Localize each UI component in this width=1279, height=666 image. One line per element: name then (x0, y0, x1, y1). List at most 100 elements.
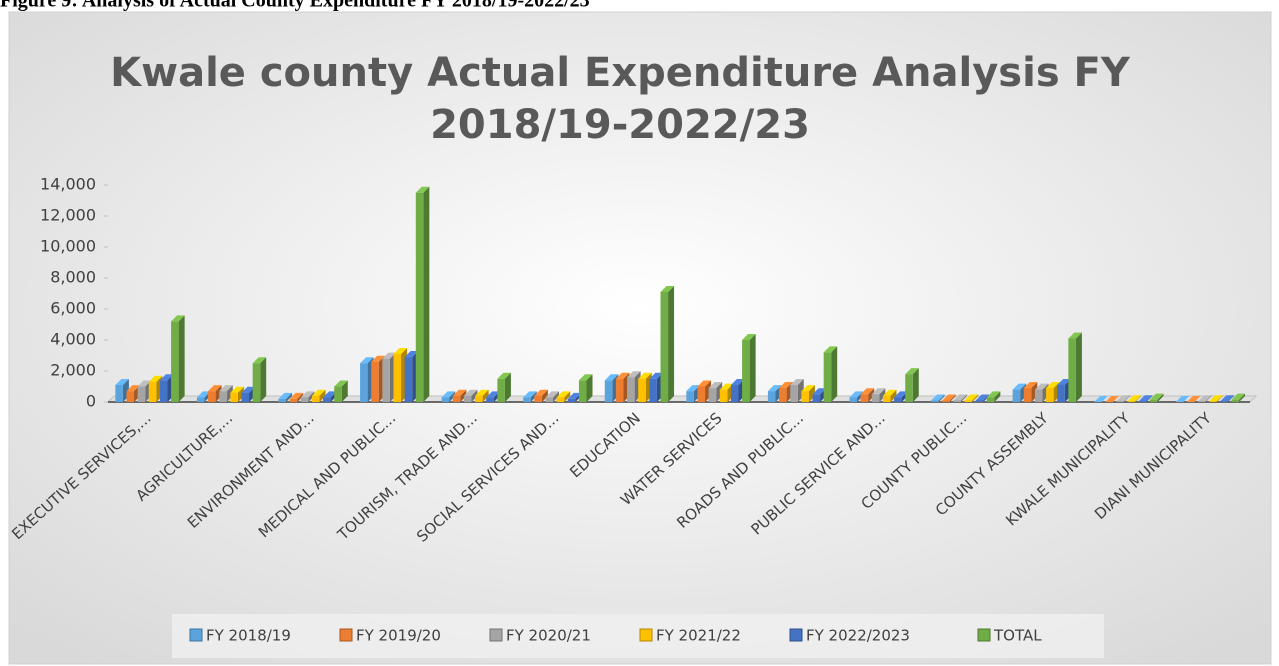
bar-front (953, 400, 961, 402)
bar (953, 394, 967, 402)
bar-front (964, 400, 973, 402)
bar-front (323, 397, 331, 402)
bar-top (452, 389, 467, 396)
bar-front (882, 395, 891, 402)
bar-top (556, 391, 571, 398)
bar-front (986, 397, 995, 402)
bar-front (649, 378, 657, 402)
bar-front (708, 388, 717, 402)
bar-top (534, 389, 548, 396)
bar-top (894, 391, 908, 398)
bar (230, 386, 244, 402)
bar-top (697, 380, 712, 387)
bar-front (196, 397, 205, 402)
chart-title: 2018/19-2022/23 (430, 102, 810, 148)
bar-side (831, 346, 838, 402)
bar-front (931, 400, 939, 402)
bar-side (1205, 395, 1212, 402)
bar-front (300, 397, 309, 402)
bar (1138, 395, 1153, 402)
bar-top (278, 392, 293, 399)
bar (942, 394, 956, 402)
bar (1127, 395, 1142, 402)
bar-top (578, 374, 593, 381)
bar (415, 186, 430, 402)
chart-area (8, 11, 1272, 665)
bar (523, 391, 537, 402)
y-tick-label: 8,000 (50, 268, 96, 287)
bar-front (171, 321, 179, 402)
bar-front (1068, 338, 1076, 402)
bar-top (638, 372, 652, 379)
bar-top (742, 334, 756, 340)
bar-front (767, 391, 776, 402)
bar-front (289, 398, 298, 402)
bar-front (252, 363, 261, 402)
bar-side (541, 389, 548, 402)
bar-front (578, 380, 587, 402)
bar-top (230, 386, 244, 393)
bar (823, 346, 838, 402)
bar-top (486, 391, 500, 398)
bar-front (860, 394, 869, 402)
bar-top (686, 385, 700, 392)
bar-front (393, 353, 402, 402)
legend-label: FY 2019/20 (356, 627, 441, 645)
bar (289, 392, 304, 402)
bar-top (1186, 396, 1201, 402)
bar-side (749, 334, 756, 402)
bar (1175, 396, 1190, 402)
bar-side (308, 391, 315, 402)
bar-side (341, 380, 348, 402)
bar (1068, 332, 1082, 402)
bar-top (393, 347, 408, 354)
y-tick-label: 12,000 (40, 206, 96, 225)
bar-front (697, 386, 706, 402)
bar-side (482, 389, 489, 402)
bar-side (1239, 393, 1246, 402)
bar-top (463, 389, 478, 396)
bar-top (360, 357, 374, 364)
bar-front (452, 395, 461, 402)
bar-side (938, 394, 945, 402)
bar-top (148, 375, 163, 382)
bar-side (668, 285, 675, 402)
bar-top (523, 391, 537, 398)
bar-front (219, 391, 227, 402)
bar-side (1135, 395, 1142, 402)
bar-front (975, 400, 984, 402)
bar-top (126, 385, 141, 392)
bar-top (801, 385, 815, 392)
bar (860, 388, 875, 402)
bar-side (890, 389, 897, 402)
y-tick-label: 10,000 (40, 237, 96, 256)
bar-top (1149, 393, 1164, 400)
bar-front (942, 400, 950, 402)
bar-front (742, 340, 750, 402)
bar-side (1227, 395, 1234, 402)
bar (556, 391, 571, 402)
bar (1094, 396, 1108, 402)
bar-top (1046, 382, 1060, 389)
bar (441, 391, 456, 402)
bar (278, 392, 293, 402)
bar (171, 315, 185, 402)
bar-front (475, 395, 483, 402)
bar-top (475, 389, 489, 396)
bar-top (812, 388, 827, 395)
bar (1198, 395, 1212, 402)
bar-side (564, 391, 571, 402)
bar-side (423, 186, 430, 402)
bar-front (871, 394, 880, 402)
bar-front (497, 378, 505, 402)
bar-top (1209, 395, 1223, 402)
bar (300, 391, 315, 402)
bar-top (252, 357, 267, 364)
bar-front (404, 357, 413, 402)
bar-front (1149, 399, 1158, 402)
bar-side (471, 389, 478, 402)
bar-top (823, 346, 838, 353)
bar (1209, 395, 1223, 402)
bar-front (1138, 401, 1147, 402)
